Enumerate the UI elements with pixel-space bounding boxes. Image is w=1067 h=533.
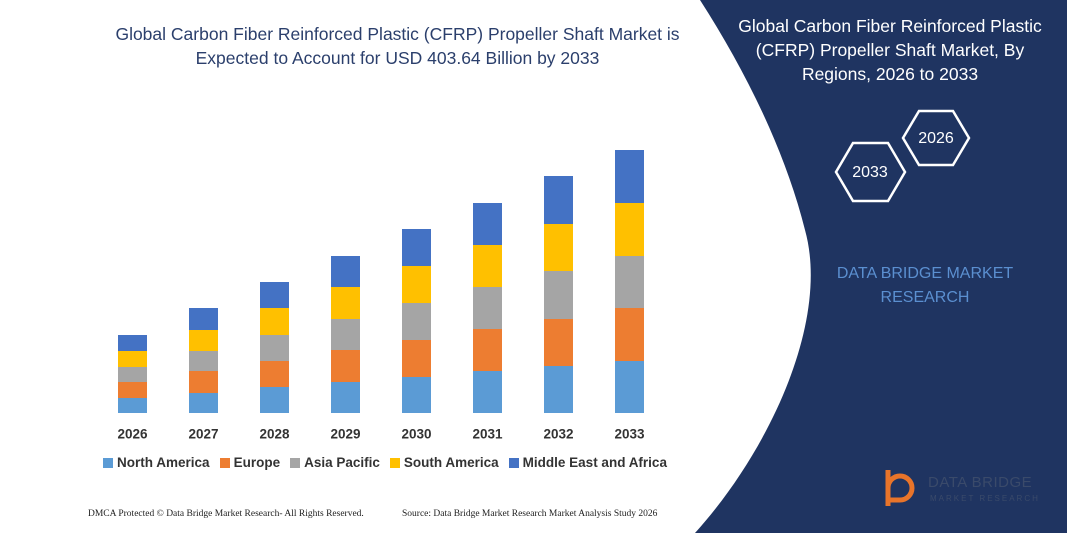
x-tick-label: 2029 bbox=[330, 427, 360, 442]
legend-item: Europe bbox=[219, 455, 281, 470]
bar-segment bbox=[260, 387, 289, 413]
bar-segment bbox=[473, 203, 502, 245]
legend-swatch bbox=[508, 457, 519, 468]
bar-segment bbox=[544, 366, 573, 413]
x-tick-label: 2026 bbox=[117, 427, 148, 442]
bar-segment bbox=[118, 398, 147, 413]
legend-label: Asia Pacific bbox=[304, 455, 380, 470]
logo-icon bbox=[885, 470, 915, 506]
legend-label: South America bbox=[403, 455, 499, 470]
hexagon bbox=[901, 109, 971, 167]
bar-segment bbox=[402, 377, 431, 413]
legend-label: North America bbox=[117, 455, 210, 470]
bar-segment bbox=[402, 303, 431, 340]
legend-item: Asia Pacific bbox=[290, 455, 380, 470]
bar-segment bbox=[544, 176, 573, 224]
bar-segment bbox=[260, 308, 289, 335]
footer-left: DMCA Protected © Data Bridge Market Rese… bbox=[88, 509, 364, 519]
legend: North America Europe Asia Pacific South Ame… bbox=[60, 455, 710, 470]
legend-swatch bbox=[219, 457, 230, 468]
bar-segment bbox=[331, 256, 360, 287]
bar-segment bbox=[189, 371, 218, 393]
bar-segment bbox=[260, 282, 289, 308]
hex-label: 2026 bbox=[918, 130, 954, 147]
bar-segment bbox=[118, 335, 147, 351]
legend-swatch bbox=[389, 457, 400, 468]
x-tick-label: 2030 bbox=[401, 427, 431, 442]
hexagon bbox=[834, 141, 907, 203]
bar-segment bbox=[473, 245, 502, 287]
bar-segment bbox=[402, 266, 431, 303]
bar-segment bbox=[473, 371, 502, 413]
legend-item: South America bbox=[389, 455, 499, 470]
bar-segment bbox=[189, 393, 218, 413]
x-tick-label: 2027 bbox=[188, 427, 218, 442]
legend-item: Middle East and Africa bbox=[508, 455, 667, 470]
logo-tagline: MARKET RESEARCH bbox=[930, 494, 1040, 503]
bar-segment bbox=[544, 224, 573, 271]
legend-item: North America bbox=[103, 455, 210, 470]
bar-segment bbox=[331, 350, 360, 382]
bar-segment bbox=[118, 351, 147, 367]
brand: DATA BRIDGE MARKET RESEARCH bbox=[836, 265, 1014, 306]
panel-title: Global Carbon Fiber Reinforced Plastic (… bbox=[738, 16, 1042, 84]
bar-segment bbox=[615, 256, 644, 308]
bar-segment bbox=[615, 361, 644, 413]
legend-swatch bbox=[290, 457, 301, 468]
bar-segment bbox=[544, 271, 573, 319]
bar-segment bbox=[118, 367, 147, 382]
bar-segment bbox=[189, 308, 218, 330]
bar-segment bbox=[331, 319, 360, 350]
bar-segment bbox=[118, 382, 147, 398]
legend-label: Middle East and Africa bbox=[522, 455, 667, 470]
bar-segment bbox=[331, 287, 360, 319]
x-tick-label: 2033 bbox=[614, 427, 645, 442]
legend-swatch bbox=[103, 457, 114, 468]
side-panel bbox=[695, 0, 1067, 533]
bar-segment bbox=[189, 330, 218, 351]
bar-segment bbox=[331, 382, 360, 413]
bar-segment bbox=[260, 361, 289, 387]
x-tick-label: 2028 bbox=[259, 427, 290, 442]
bar-segment bbox=[402, 229, 431, 266]
x-tick-label: 2032 bbox=[543, 427, 573, 442]
bar-segment bbox=[473, 287, 502, 329]
bar-segment bbox=[189, 351, 218, 371]
bar-segment bbox=[402, 340, 431, 377]
legend-label: Europe bbox=[233, 455, 281, 470]
logo-name: DATA BRIDGE bbox=[928, 474, 1033, 491]
bar-segment bbox=[473, 329, 502, 371]
hex-label: 2033 bbox=[852, 164, 888, 181]
bar-segment bbox=[260, 335, 289, 361]
x-tick-label: 2031 bbox=[472, 427, 503, 442]
bar-segment bbox=[615, 308, 644, 361]
bar-segment bbox=[615, 150, 644, 203]
chart-title: Global Carbon Fiber Reinforced Plastic (… bbox=[115, 24, 680, 68]
bar-segment bbox=[544, 319, 573, 366]
bar-segment bbox=[615, 203, 644, 256]
footer-right: Source: Data Bridge Market Research Mark… bbox=[402, 509, 658, 519]
